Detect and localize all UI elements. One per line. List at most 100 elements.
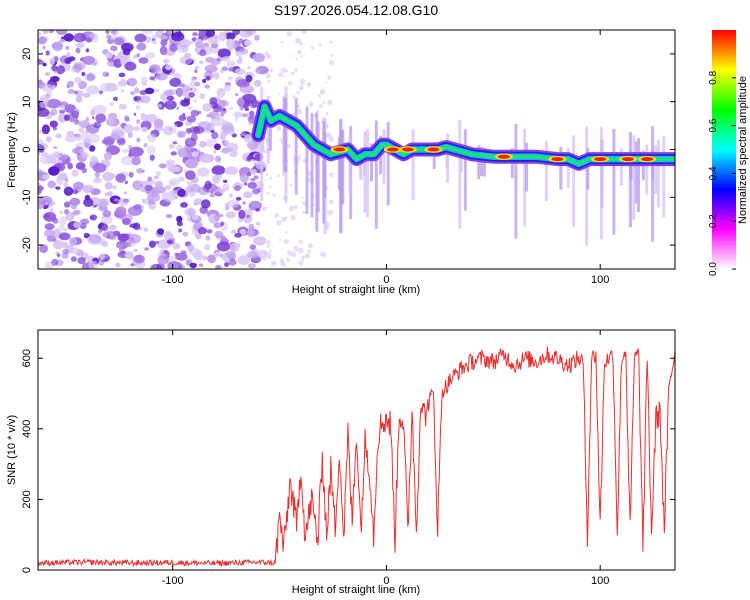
noise-blob — [278, 92, 281, 95]
noise-blob — [66, 188, 71, 193]
noise-blob — [202, 78, 207, 84]
noise-blob — [136, 137, 141, 143]
noise-blob — [207, 254, 216, 264]
noise-blob — [199, 93, 206, 100]
noise-blob — [50, 111, 55, 116]
noise-blob — [128, 171, 134, 178]
noise-blob — [219, 133, 226, 140]
noise-blob — [124, 251, 134, 260]
noise-blob — [86, 85, 100, 95]
noise-blob — [189, 40, 194, 44]
noise-blob — [44, 261, 54, 269]
noise-blob — [130, 263, 136, 267]
noise-blob — [58, 224, 65, 230]
spectrogram-noise-layer — [38, 30, 335, 269]
noise-blob — [54, 151, 63, 158]
noise-blob — [233, 185, 242, 192]
noise-blob — [194, 41, 205, 49]
noise-blob — [253, 52, 265, 63]
noise-blob — [262, 256, 267, 261]
noise-blob — [214, 143, 221, 151]
noise-blob — [190, 109, 199, 117]
noise-blob — [253, 162, 257, 166]
spectral-streak — [656, 139, 660, 208]
noise-blob — [63, 201, 71, 208]
noise-blob — [45, 50, 50, 56]
noise-blob — [210, 43, 219, 49]
noise-blob — [261, 206, 267, 212]
noise-blob — [197, 227, 207, 235]
noise-blob — [189, 126, 201, 134]
noise-blob — [183, 96, 191, 104]
noise-blob — [239, 84, 254, 94]
noise-blob — [163, 58, 170, 64]
noise-blob — [228, 193, 233, 198]
noise-blob — [156, 228, 165, 235]
noise-blob — [59, 105, 66, 109]
noise-blob — [318, 104, 323, 108]
noise-blob — [289, 55, 292, 57]
noise-blob — [229, 46, 233, 51]
noise-blob — [141, 126, 148, 133]
noise-blob — [162, 125, 177, 135]
noise-blob — [202, 103, 213, 112]
colorbar-gradient — [712, 30, 736, 269]
noise-blob — [102, 171, 114, 182]
noise-blob — [176, 221, 183, 227]
noise-blob — [98, 259, 105, 266]
noise-blob — [267, 255, 272, 260]
spectral-streak — [411, 129, 415, 201]
noise-blob — [66, 52, 71, 57]
noise-blob — [286, 143, 291, 148]
noise-blob — [74, 91, 79, 95]
noise-blob — [141, 198, 146, 203]
spectral-streak — [514, 123, 518, 239]
noise-blob — [279, 138, 282, 142]
noise-blob — [205, 56, 215, 63]
spectral-streak — [305, 106, 309, 215]
noise-blob — [302, 211, 306, 215]
noise-blob — [212, 72, 220, 80]
noise-blob — [110, 130, 125, 140]
noise-blob — [191, 214, 199, 221]
noise-blob — [147, 193, 161, 202]
noise-blob — [52, 41, 64, 52]
noise-blob — [249, 244, 256, 250]
noise-blob — [231, 229, 237, 234]
noise-blob — [169, 43, 178, 53]
spectral-streak — [382, 129, 386, 185]
noise-blob — [133, 54, 138, 59]
noise-blob — [117, 81, 123, 87]
noise-blob — [178, 130, 187, 138]
noise-blob — [245, 30, 257, 36]
noise-blob — [52, 126, 57, 131]
noise-blob — [298, 108, 302, 113]
noise-blob — [140, 114, 149, 122]
noise-blob — [168, 143, 175, 149]
noise-blob — [270, 260, 277, 267]
noise-blob — [185, 94, 189, 99]
noise-blob — [127, 206, 143, 216]
noise-blob — [226, 199, 240, 208]
noise-blob — [328, 199, 334, 205]
noise-blob — [117, 233, 130, 242]
noise-blob — [292, 95, 296, 99]
noise-blob — [56, 176, 64, 185]
noise-blob — [330, 54, 334, 57]
noise-blob — [266, 239, 271, 245]
noise-blob — [298, 239, 304, 244]
noise-blob — [191, 77, 197, 82]
noise-blob — [176, 106, 180, 110]
noise-blob — [213, 222, 222, 229]
noise-blob — [105, 117, 115, 126]
x-tick-label: 0 — [383, 274, 389, 286]
noise-blob — [329, 40, 333, 44]
noise-blob — [160, 39, 168, 47]
noise-blob — [69, 237, 78, 247]
noise-blob — [106, 34, 111, 39]
noise-blob — [219, 189, 225, 194]
noise-blob — [165, 214, 173, 219]
noise-blob — [163, 89, 174, 97]
spectral-streak — [294, 97, 298, 195]
noise-blob — [299, 78, 306, 85]
